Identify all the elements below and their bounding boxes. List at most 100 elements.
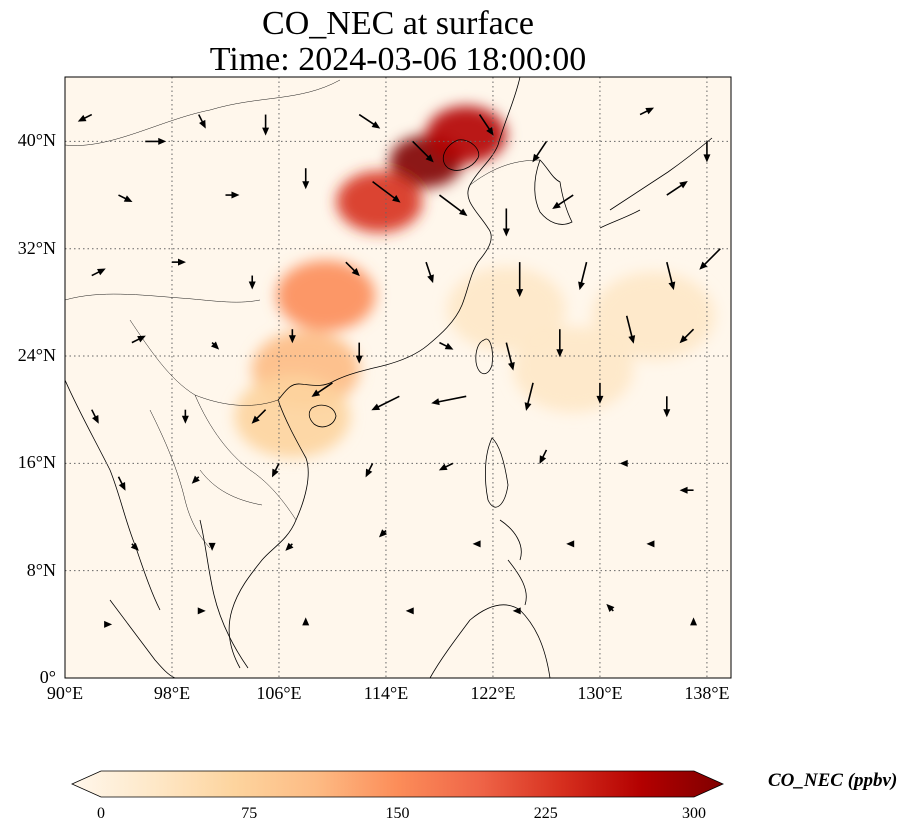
wind-arrow (131, 335, 146, 344)
wind-arrow (539, 449, 548, 464)
plume-6 (447, 266, 566, 352)
wind-arrow (355, 342, 363, 364)
lon-tick-label: 122°E (470, 683, 516, 703)
lon-tick-label: 90°E (46, 683, 84, 703)
wind-arrow (666, 181, 688, 196)
wind-arrow (302, 168, 310, 190)
china-coast (277, 77, 521, 401)
colorbar (71, 770, 724, 798)
wind-arrow (606, 603, 615, 613)
plume-1 (426, 106, 507, 164)
wind-arrow (262, 114, 270, 136)
sumatra-coast (109, 599, 176, 678)
wind-arrow (104, 620, 113, 628)
wind-arrow (145, 137, 167, 145)
wind-arrow (191, 475, 200, 484)
wind-arrow (198, 114, 206, 129)
japan-islands (599, 137, 713, 229)
wind-arrow (439, 341, 454, 350)
map-frame (64, 76, 732, 679)
wind-arrow (77, 113, 93, 122)
wind-arrow (438, 194, 468, 217)
lat-tick-label: 8°N (26, 559, 56, 580)
wind-arrow (288, 329, 296, 344)
wind-arrow (679, 328, 695, 344)
chart-subtitle-time: Time: 2024-03-06 18:00:00 (209, 41, 587, 78)
wind-arrow (666, 261, 676, 291)
wind-arrow (302, 617, 310, 626)
malay-coast (199, 519, 249, 669)
luzon-island (484, 437, 509, 508)
coastlines (65, 77, 713, 678)
wind-arrow (646, 540, 655, 548)
wind-arrow (690, 617, 698, 626)
lat-tick-label: 40°N (17, 130, 56, 151)
wind-arrow (639, 107, 655, 116)
wind-arrow (365, 462, 374, 478)
wind-arrow (358, 113, 381, 129)
lat-tick-label: 0° (39, 667, 56, 687)
colorbar-tick-label: 0 (97, 805, 105, 822)
chart-title: CO_NEC at surface (262, 5, 534, 42)
wind-arrow (438, 462, 454, 471)
wind-arrow (412, 140, 434, 163)
wind-arrow (208, 542, 216, 551)
wind-arrow (625, 315, 636, 344)
borneo-coast (429, 604, 551, 678)
wind-arrow (378, 529, 388, 538)
wind-arrow (225, 191, 240, 199)
wind-arrow (345, 261, 360, 277)
colorbar-bar (71, 770, 724, 798)
wind-arrow (502, 208, 510, 237)
wind-arrow (371, 395, 400, 411)
lon-tick-label: 114°E (363, 683, 409, 703)
plume-3 (276, 260, 376, 332)
wind-arrow (699, 248, 721, 270)
wind-arrow (596, 382, 604, 404)
wind-arrow (566, 540, 575, 548)
wind-arrow (271, 462, 280, 478)
hainan-island (308, 404, 337, 428)
colorbar-tick-label: 150 (385, 805, 410, 822)
wind-arrow (703, 141, 711, 163)
plume-2 (336, 171, 423, 233)
wind-arrow (578, 261, 588, 291)
wind-arrow (372, 180, 401, 203)
lon-tick-label: 130°E (577, 683, 623, 703)
indochina-coast (228, 399, 309, 669)
wind-arrow (679, 486, 694, 494)
wind-arrow (181, 409, 189, 424)
myanmar-coast (65, 379, 161, 611)
wind-arrow (285, 542, 294, 551)
wind-arrow (425, 261, 434, 284)
lat-tick-label: 24°N (17, 345, 56, 366)
lon-tick-label: 138°E (684, 683, 730, 703)
lon-tick-label: 98°E (153, 683, 191, 703)
wind-arrow (619, 459, 628, 467)
concentration-field (234, 106, 716, 458)
wind-arrow (117, 476, 126, 491)
wind-arrow (197, 607, 206, 615)
wind-arrow (556, 329, 564, 358)
wind-arrow (524, 382, 534, 411)
taiwan-island (475, 338, 493, 375)
wind-arrow (663, 396, 671, 418)
wind-arrow (505, 342, 515, 371)
wind-arrow (210, 341, 220, 350)
wind-arrow (171, 258, 186, 266)
wind-vectors (77, 107, 721, 628)
colorbar-label: CO_NEC (ppbv) (768, 770, 898, 791)
plume-5 (234, 375, 351, 458)
plume-7 (512, 326, 634, 413)
wind-arrow (251, 409, 267, 424)
colorbar-tick-label: 75 (241, 805, 258, 822)
bohai-gulf (442, 139, 480, 171)
philippine-islands (499, 519, 527, 606)
wind-arrow (311, 382, 333, 397)
wind-arrow (532, 140, 548, 163)
wind-arrow (552, 194, 574, 210)
wind-arrow (91, 268, 106, 277)
wind-arrow (91, 409, 99, 424)
lat-tick-label: 32°N (17, 237, 56, 258)
